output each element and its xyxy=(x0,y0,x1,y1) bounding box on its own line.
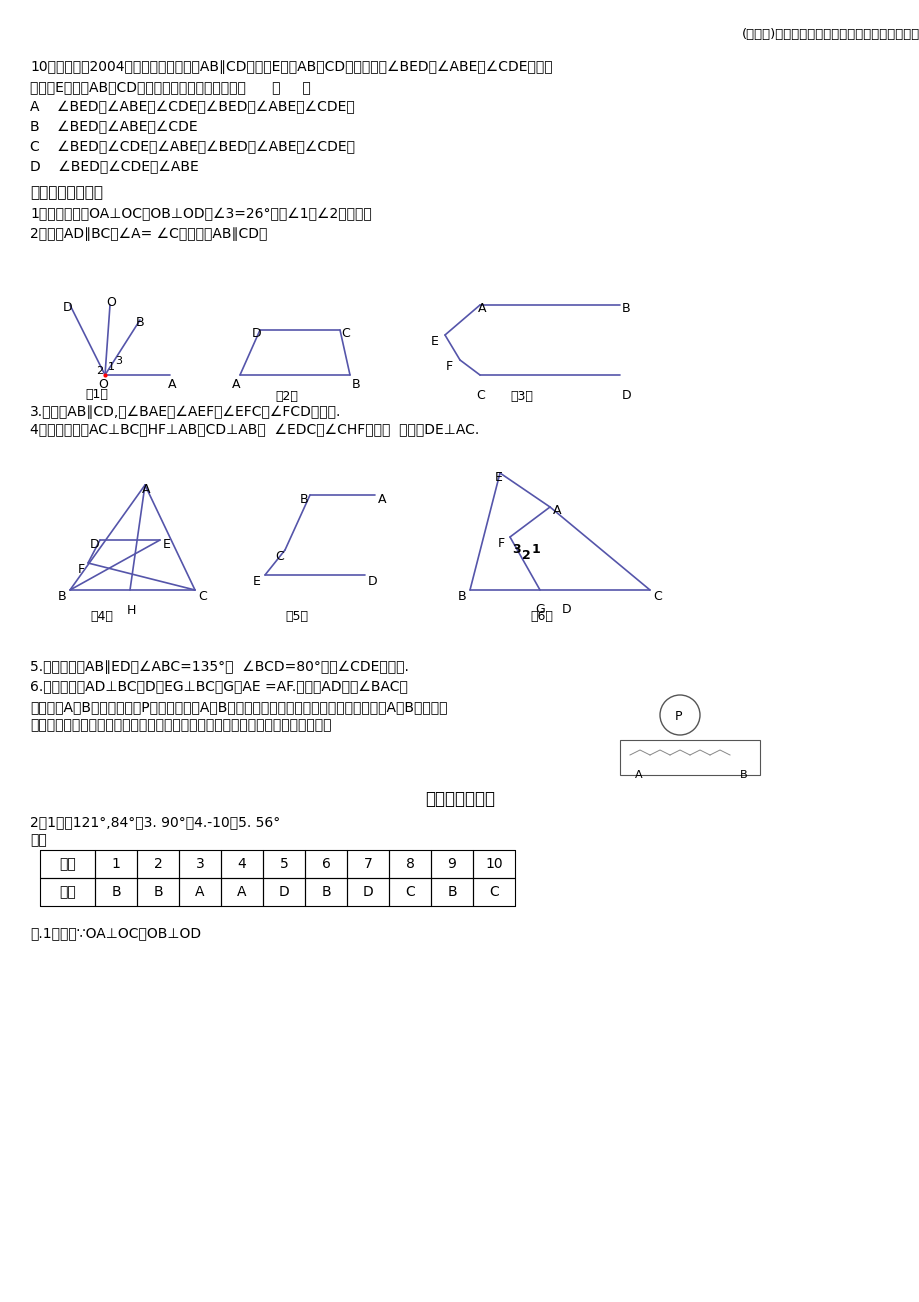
Text: P: P xyxy=(675,710,682,723)
Text: D: D xyxy=(278,885,289,898)
Text: 2: 2 xyxy=(96,366,103,376)
Text: A: A xyxy=(634,769,642,780)
Text: 6: 6 xyxy=(322,857,330,871)
Text: E: E xyxy=(430,335,438,348)
Text: O: O xyxy=(106,296,116,309)
Text: C: C xyxy=(198,590,207,603)
Text: A: A xyxy=(232,378,240,391)
Text: 题号: 题号 xyxy=(59,857,75,871)
Text: (完整版)七年级数学下册相交线和平行线拔高训练: (完整版)七年级数学下册相交线和平行线拔高训练 xyxy=(741,29,919,40)
Text: D: D xyxy=(621,389,631,402)
Text: 三。解下列各题：: 三。解下列各题： xyxy=(30,185,103,201)
Text: 而当点E在直线AB与CD之外时，下列关系式成立的是      （     ）: 而当点E在直线AB与CD之外时，下列关系式成立的是 （ ） xyxy=(30,79,311,94)
Text: A    ∠BED＝∠ABE＋∠CDE或∠BED＝∠ABE－∠CDE；: A ∠BED＝∠ABE＋∠CDE或∠BED＝∠ABE－∠CDE； xyxy=(30,100,355,115)
Text: C: C xyxy=(475,389,484,402)
Text: 10: 10 xyxy=(484,857,503,871)
Text: 四、如图A，B是两块麦地，P是一个水库，A、B之间有一条水渠，现在要将水库中的水引到A、B两地浇灌: 四、如图A，B是两块麦地，P是一个水库，A、B之间有一条水渠，现在要将水库中的水… xyxy=(30,700,447,713)
Text: B: B xyxy=(458,590,466,603)
Text: A: A xyxy=(195,885,205,898)
Text: F: F xyxy=(497,536,505,549)
Text: 1: 1 xyxy=(111,857,120,871)
Text: O: O xyxy=(98,378,108,391)
Text: 1: 1 xyxy=(531,543,540,556)
Text: 二。: 二。 xyxy=(30,833,47,848)
Text: A: A xyxy=(168,378,176,391)
Text: C: C xyxy=(652,590,661,603)
Text: 第4题: 第4题 xyxy=(90,611,113,622)
Text: C    ∠BED＝∠CDE－∠ABE或∠BED＝∠ABE－∠CDE；: C ∠BED＝∠CDE－∠ABE或∠BED＝∠ABE－∠CDE； xyxy=(30,141,355,154)
Text: 第2题: 第2题 xyxy=(275,391,298,404)
Text: C: C xyxy=(341,327,349,340)
Text: D: D xyxy=(90,538,99,551)
Text: B: B xyxy=(352,378,360,391)
Text: 7: 7 xyxy=(363,857,372,871)
Text: F: F xyxy=(78,562,85,575)
Text: 第3题: 第3题 xyxy=(509,391,532,404)
Text: 2、已知AD∥BC，∠A= ∠C，求证：AB∥CD。: 2、已知AD∥BC，∠A= ∠C，求证：AB∥CD。 xyxy=(30,227,267,241)
Text: A: A xyxy=(478,302,486,315)
Text: 1: 1 xyxy=(108,362,115,372)
Text: F: F xyxy=(446,359,453,372)
Text: 第5题: 第5题 xyxy=(285,611,308,622)
Text: D: D xyxy=(62,301,73,314)
Text: 第6题: 第6题 xyxy=(529,611,552,622)
Text: B: B xyxy=(111,885,120,898)
Text: 8: 8 xyxy=(405,857,414,871)
Text: E: E xyxy=(163,538,171,551)
Text: A: A xyxy=(378,493,386,506)
Text: 1。如图，已知OA⊥OC，OB⊥OD，∠3=26°，求∠1、∠2的度数。: 1。如图，已知OA⊥OC，OB⊥OD，∠3=26°，求∠1、∠2的度数。 xyxy=(30,207,371,221)
Text: 3.如图，AB∥CD,求∠BAE＋∠AEF＋∠EFC＋∠FCD的度数.: 3.如图，AB∥CD,求∠BAE＋∠AEF＋∠EFC＋∠FCD的度数. xyxy=(30,405,341,419)
Text: 9: 9 xyxy=(447,857,456,871)
Text: D: D xyxy=(368,575,377,589)
Text: B: B xyxy=(153,885,163,898)
Text: 10。（日照市2004年）如图，已知直线AB∥CD，当点E直线AB与CD之间时，有∠BED＝∠ABE＋∠CDE成立；: 10。（日照市2004年）如图，已知直线AB∥CD，当点E直线AB与CD之间时，… xyxy=(30,60,552,74)
Text: B: B xyxy=(136,316,144,329)
Text: 2．1略：121°,84°；3. 90°；4.-10；5. 56°: 2．1略：121°,84°；3. 90°；4.-10；5. 56° xyxy=(30,815,280,829)
Text: 3: 3 xyxy=(196,857,204,871)
Text: C: C xyxy=(275,549,283,562)
Text: 4: 4 xyxy=(237,857,246,871)
Text: 第1题: 第1题 xyxy=(85,388,108,401)
Text: 三.1。解：∵OA⊥OC，OB⊥OD: 三.1。解：∵OA⊥OC，OB⊥OD xyxy=(30,926,201,940)
Text: H: H xyxy=(127,604,136,617)
Text: E: E xyxy=(494,471,503,484)
Text: D: D xyxy=(252,327,261,340)
Text: B    ∠BED＝∠ABE－∠CDE: B ∠BED＝∠ABE－∠CDE xyxy=(30,120,198,134)
Text: 小麦，你认为怎样修水渠省时省料经济合算？请说出你的设计方案，并说明理由。: 小麦，你认为怎样修水渠省时省料经济合算？请说出你的设计方案，并说明理由。 xyxy=(30,717,331,732)
Text: 4。已知，如图AC⊥BC，HF⊥AB，CD⊥AB，  ∠EDC与∠CHF互补，  求证：DE⊥AC.: 4。已知，如图AC⊥BC，HF⊥AB，CD⊥AB， ∠EDC与∠CHF互补， 求… xyxy=(30,423,479,437)
Text: A: A xyxy=(552,504,561,517)
Text: B: B xyxy=(321,885,331,898)
Text: C: C xyxy=(489,885,498,898)
Text: D    ∠BED＝∠CDE－∠ABE: D ∠BED＝∠CDE－∠ABE xyxy=(30,160,199,174)
Text: D: D xyxy=(362,885,373,898)
Text: 3: 3 xyxy=(512,543,520,556)
Text: 答案: 答案 xyxy=(59,885,75,898)
Text: 2: 2 xyxy=(153,857,162,871)
Text: C: C xyxy=(404,885,414,898)
Text: 5.如图，已知AB∥ED，∠ABC=135°，  ∠BCD=80°，求∠CDE的度数.: 5.如图，已知AB∥ED，∠ABC=135°， ∠BCD=80°，求∠CDE的度… xyxy=(30,660,408,674)
Text: 6.已知：如图AD⊥BC于D，EG⊥BC于G，AE =AF.求证：AD平分∠BAC。: 6.已知：如图AD⊥BC于D，EG⊥BC于G，AE =AF.求证：AD平分∠BA… xyxy=(30,680,407,694)
Text: B: B xyxy=(739,769,747,780)
Text: D: D xyxy=(562,603,571,616)
Text: B: B xyxy=(621,302,630,315)
Text: B: B xyxy=(58,590,66,603)
Text: 2: 2 xyxy=(521,549,530,562)
Text: 相交线与平行线: 相交线与平行线 xyxy=(425,790,494,809)
Text: 3: 3 xyxy=(115,355,122,366)
Text: B: B xyxy=(447,885,457,898)
Text: A: A xyxy=(237,885,246,898)
Text: B: B xyxy=(300,493,308,506)
Text: A: A xyxy=(142,483,151,496)
Text: 5: 5 xyxy=(279,857,288,871)
Text: G: G xyxy=(535,603,544,616)
Text: E: E xyxy=(253,575,261,589)
